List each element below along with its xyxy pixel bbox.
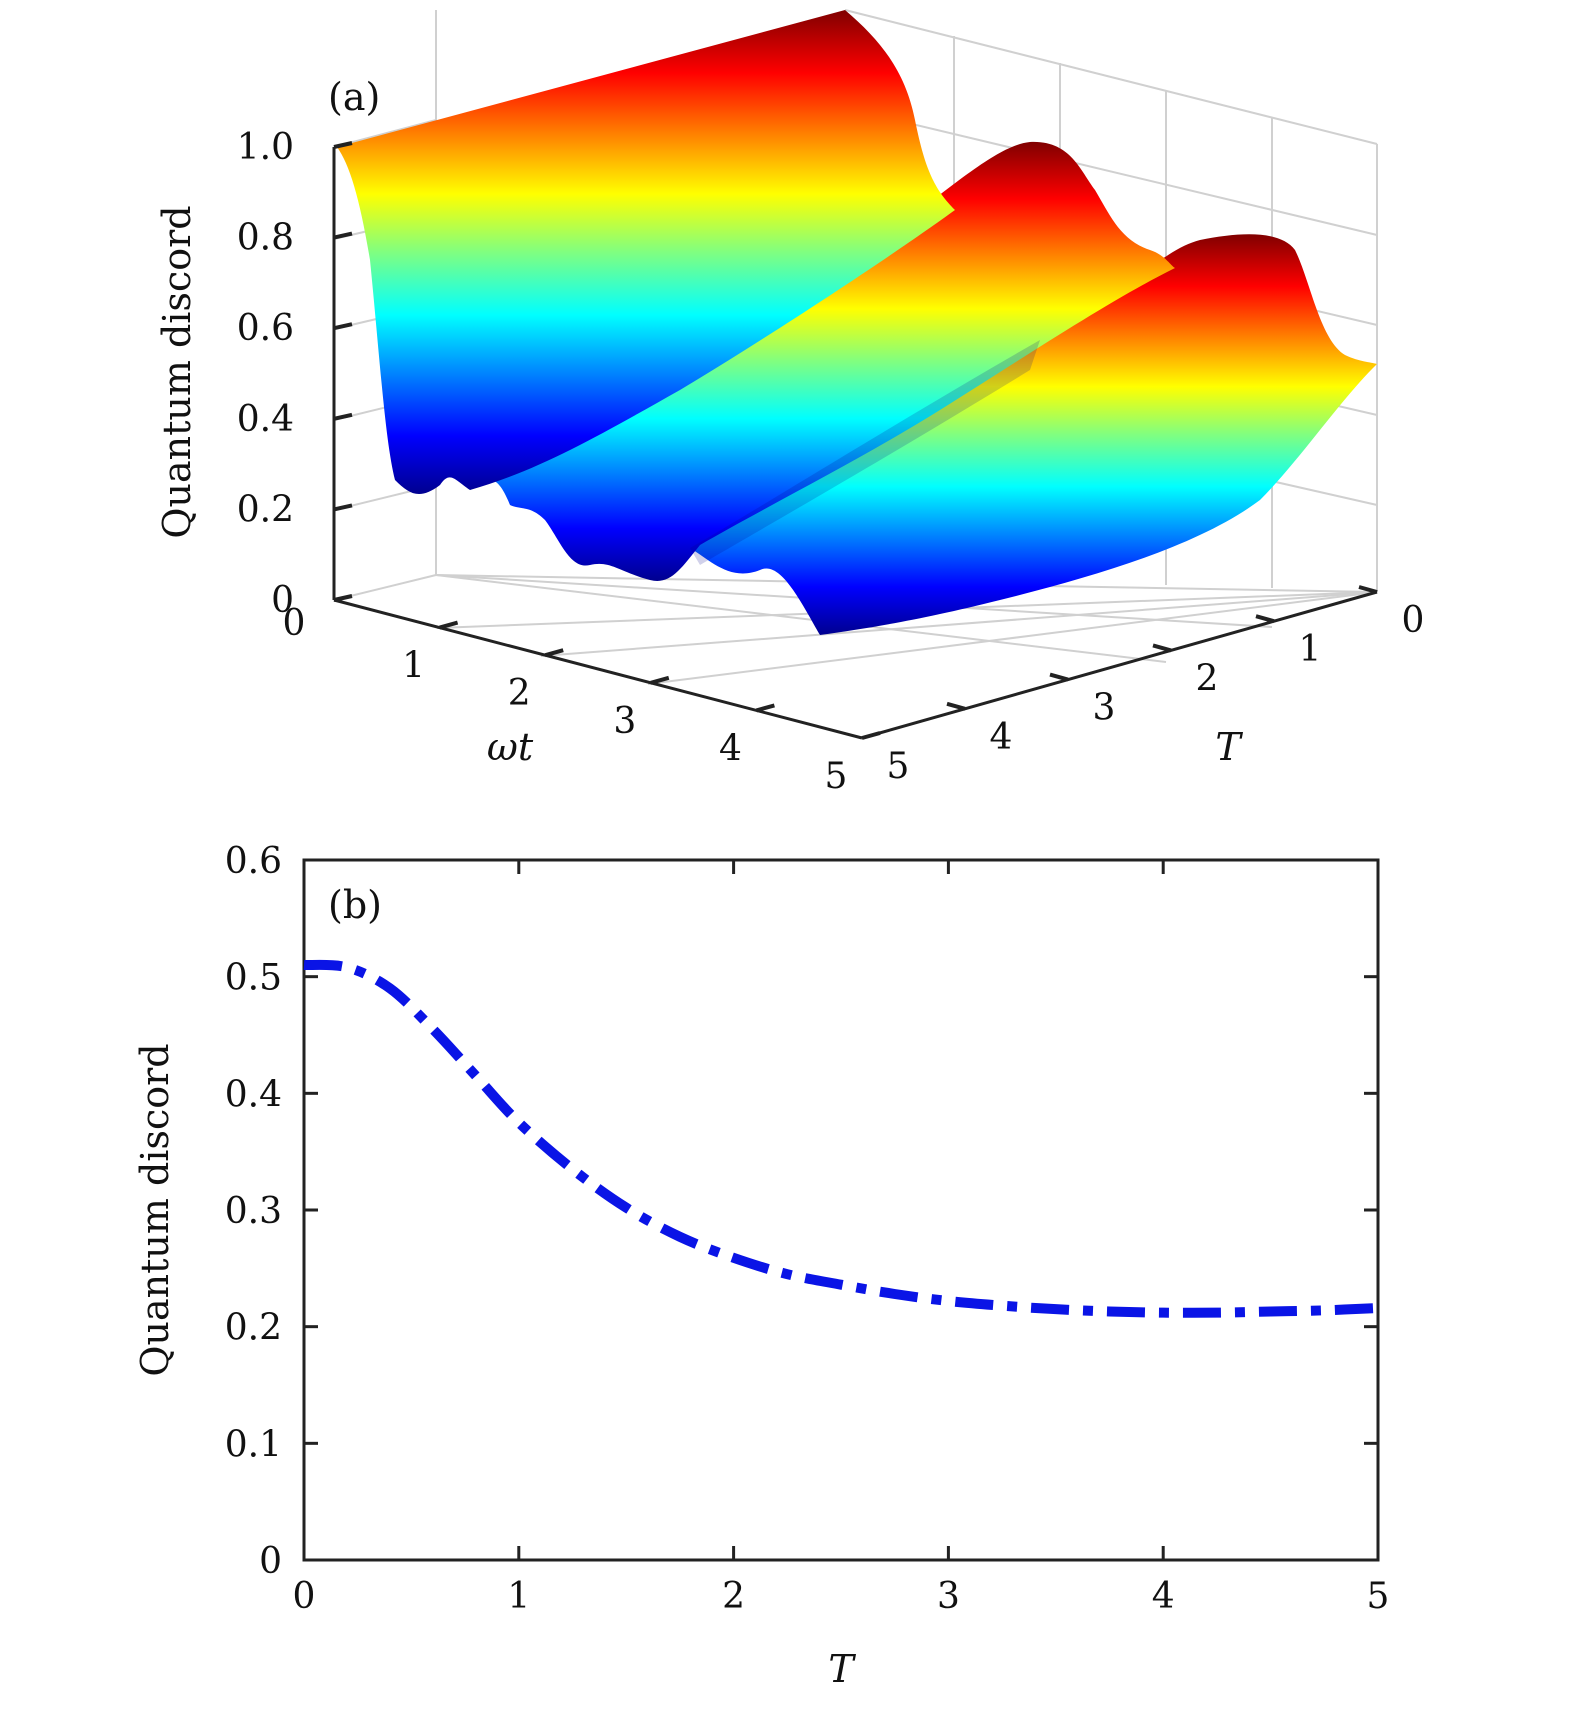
y-tick-label: 0.3 bbox=[225, 1191, 282, 1232]
z-tick-label: 0.6 bbox=[237, 308, 294, 349]
x-tick bbox=[544, 648, 564, 658]
y-tick-label: 0.4 bbox=[225, 1074, 282, 1115]
x-tick bbox=[650, 675, 670, 685]
panel-a-surface-chart: 0 0.2 0.4 0.6 0.8 1.0 0 1 2 3 4 5 0 1 2 3 4 5 (a) Quantum… bbox=[155, 9, 1425, 797]
z-tick bbox=[333, 141, 353, 149]
z-tick bbox=[333, 412, 353, 421]
y-tick-label: 0.1 bbox=[225, 1424, 282, 1465]
y-tick-label: 3 bbox=[1093, 688, 1116, 729]
panel-a-ylabel: T bbox=[1215, 725, 1243, 769]
x-tick-label: 0 bbox=[293, 1576, 316, 1617]
x-tick bbox=[755, 703, 775, 713]
x-tick-label: 5 bbox=[1367, 1576, 1390, 1617]
panel-a-axes bbox=[332, 147, 1378, 740]
z-tick bbox=[333, 594, 353, 602]
x-tick-label: 3 bbox=[613, 701, 636, 742]
panel-a-surface bbox=[337, 10, 1377, 636]
z-tick-label: 0.2 bbox=[237, 489, 294, 530]
x-tick-label: 2 bbox=[722, 1576, 745, 1617]
x-tick-label: 3 bbox=[937, 1576, 960, 1617]
surface-ridge-2 bbox=[470, 141, 1175, 581]
z-tick bbox=[333, 231, 353, 240]
y-tick bbox=[1049, 672, 1069, 682]
x-tick-label: 2 bbox=[508, 673, 531, 714]
y-tick-label: 2 bbox=[1196, 658, 1219, 699]
grid-line bbox=[435, 574, 1167, 663]
grid-line bbox=[647, 591, 1378, 685]
panel-a-tick-labels: 0 0.2 0.4 0.6 0.8 1.0 0 1 2 3 4 5 0 1 2 3 4 5 bbox=[237, 127, 1425, 797]
y-tick-label: 5 bbox=[887, 746, 910, 787]
y-tick-label: 0.6 bbox=[225, 841, 282, 882]
y-tick-label: 0.5 bbox=[225, 958, 282, 999]
plot-frame bbox=[302, 858, 1380, 1562]
x-tick-label: 1 bbox=[507, 1576, 530, 1617]
panel-b-label: (b) bbox=[328, 883, 382, 927]
x-tick-label: 0 bbox=[283, 603, 306, 644]
y-tick-label: 4 bbox=[990, 717, 1013, 758]
y-axis-line bbox=[861, 590, 1378, 740]
z-tick-label: 0 bbox=[271, 580, 294, 621]
y-tick-label: 0 bbox=[1402, 600, 1425, 641]
surface-ridge-1 bbox=[337, 10, 955, 495]
panel-a-zlabel: Quantum discord bbox=[155, 205, 199, 538]
grid-line bbox=[844, 9, 1378, 145]
x-tick-label: 1 bbox=[402, 646, 425, 687]
x-tick-label: 5 bbox=[825, 756, 848, 797]
panel-b-line-chart: 0 1 2 3 4 5 0 0.1 0.2 0.3 0.4 0.5 0.6 (b) Quantum di… bbox=[133, 841, 1389, 1691]
z-tick bbox=[333, 503, 353, 512]
y-tick-label: 0 bbox=[259, 1541, 282, 1582]
surface-base-shadow bbox=[690, 340, 1040, 565]
x-tick bbox=[861, 731, 881, 740]
z-tick-label: 1.0 bbox=[237, 127, 294, 168]
z-tick-label: 0.4 bbox=[237, 399, 294, 440]
panel-b-xlabel: T bbox=[828, 1647, 856, 1691]
panel-b-ticks bbox=[302, 858, 1380, 1562]
surface-ridge-3 bbox=[690, 234, 1377, 636]
y-tick-label: 1 bbox=[1299, 629, 1322, 670]
panel-b-ylabel: Quantum discord bbox=[133, 1043, 177, 1376]
grid-line bbox=[844, 107, 1378, 236]
y-tick bbox=[1358, 585, 1378, 594]
x-tick-label: 4 bbox=[1152, 1576, 1175, 1617]
x-axis-line bbox=[333, 598, 863, 740]
y-tick bbox=[1255, 614, 1275, 624]
panel-a-xlabel: ωt bbox=[487, 725, 534, 769]
z-tick bbox=[333, 322, 353, 331]
grid-line bbox=[540, 591, 1378, 657]
y-tick-label: 0.2 bbox=[225, 1308, 282, 1349]
y-tick bbox=[1152, 643, 1172, 653]
panel-b-tick-labels: 0 1 2 3 4 5 0 0.1 0.2 0.3 0.4 0.5 0.6 bbox=[225, 841, 1390, 1617]
x-tick-label: 4 bbox=[719, 728, 742, 769]
z-tick-label: 0.8 bbox=[237, 218, 294, 259]
x-tick bbox=[439, 620, 459, 630]
panel-a-ticks bbox=[333, 141, 1378, 740]
series-line bbox=[303, 959, 1379, 1318]
y-tick bbox=[946, 701, 966, 711]
panel-a-label: (a) bbox=[328, 75, 380, 119]
